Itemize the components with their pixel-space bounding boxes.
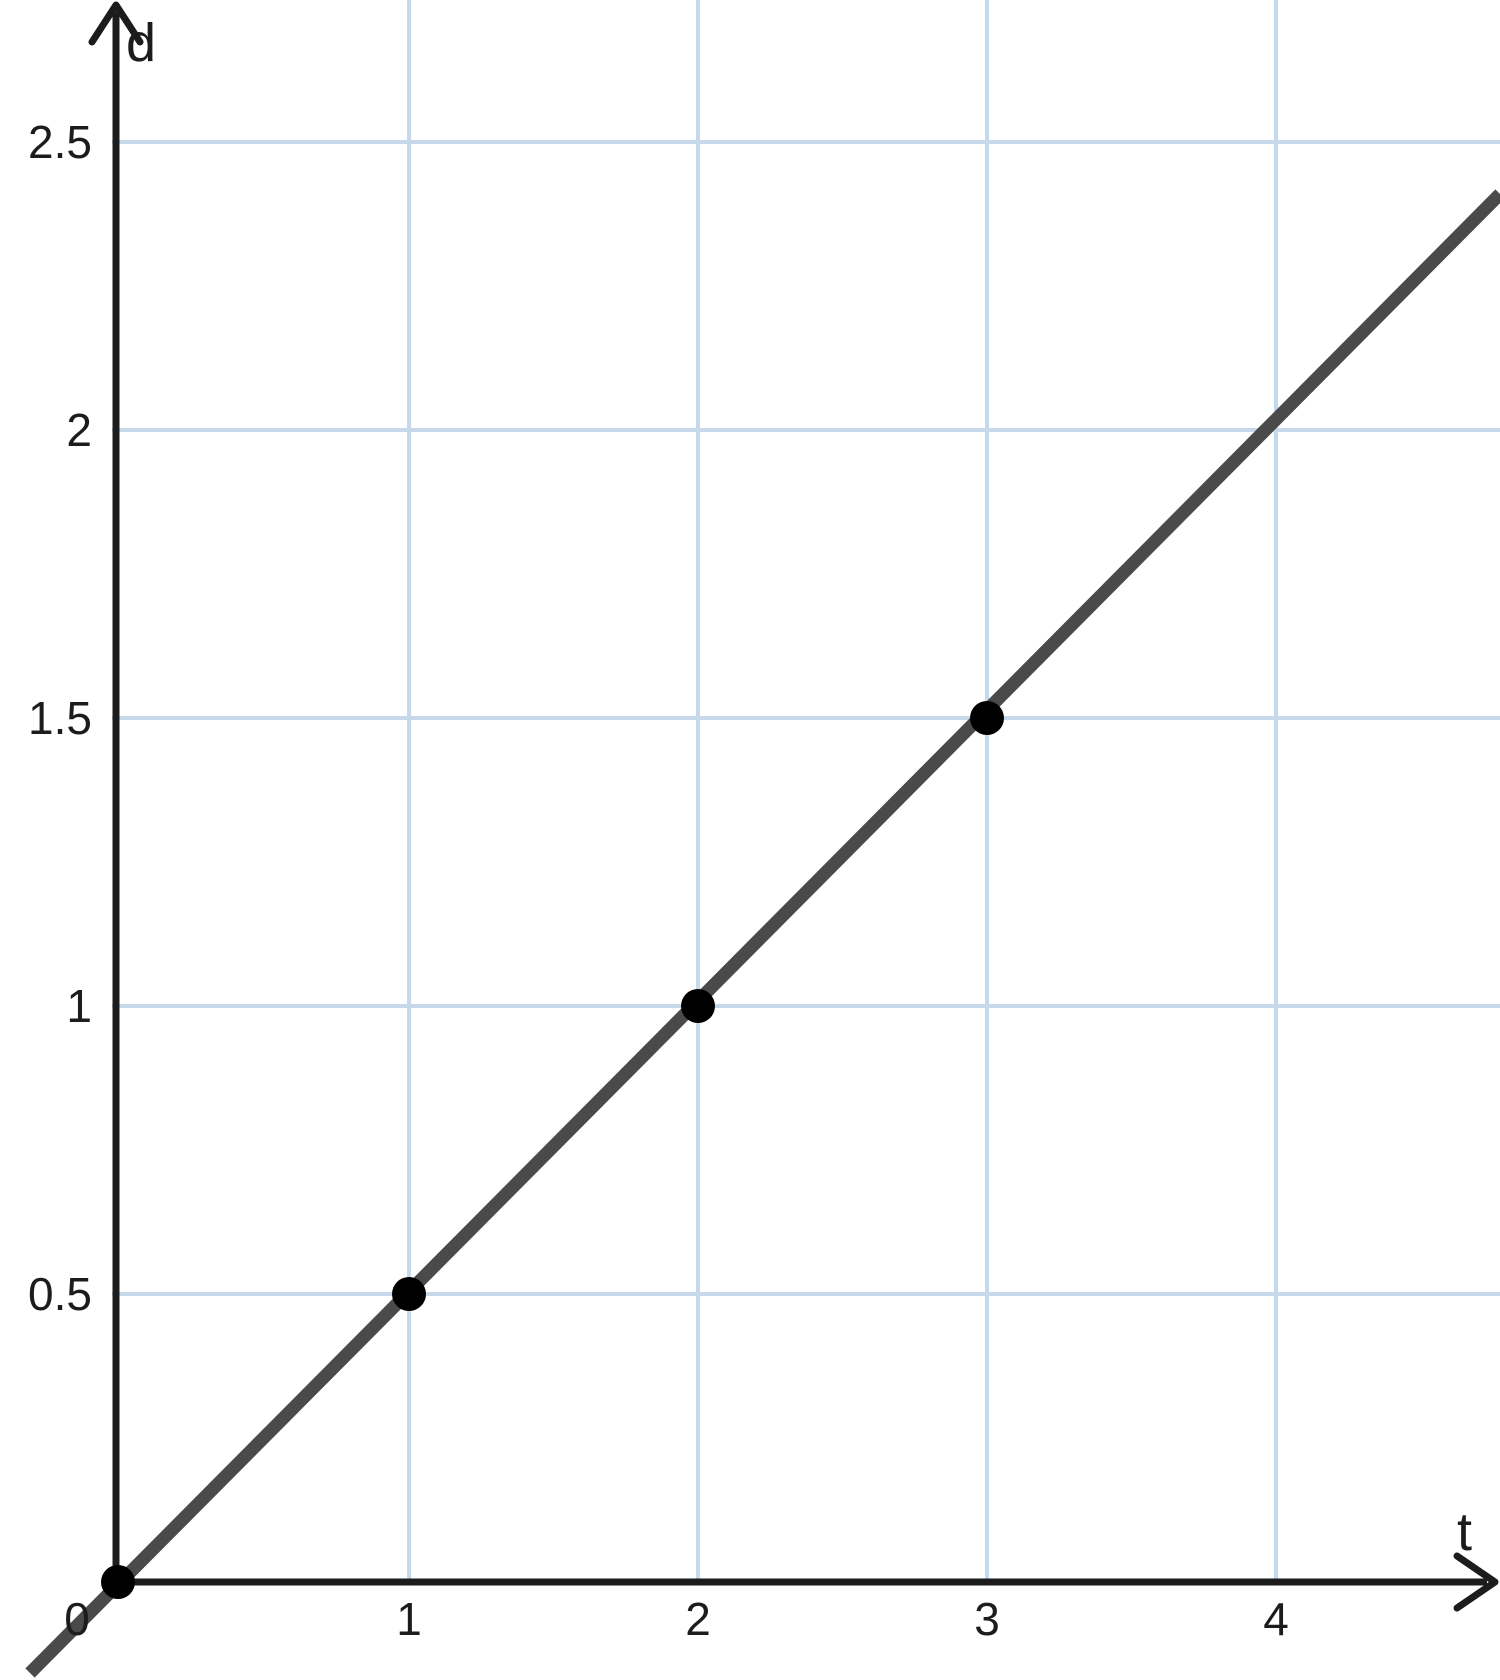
y-tick-label-1-5: 1.5 — [28, 692, 92, 744]
y-tick-label-2-5: 2.5 — [28, 116, 92, 168]
data-point-t1[interactable] — [392, 1277, 426, 1311]
y-axis-name: d — [126, 13, 157, 73]
x-axis-name: t — [1457, 1502, 1473, 1562]
x-tick-label-0: 0 — [64, 1593, 90, 1645]
horizontal-gridlines — [112, 140, 1500, 1296]
x-tick-label-2: 2 — [685, 1593, 711, 1645]
data-line — [25, 189, 1500, 1678]
x-tick-label-1: 1 — [396, 1593, 422, 1645]
y-tick-label-2: 2 — [66, 404, 92, 456]
x-axis — [112, 1552, 1499, 1612]
data-point-t3[interactable] — [970, 701, 1004, 735]
y-tick-label-1: 1 — [66, 980, 92, 1032]
x-axis-arrowhead — [1453, 1552, 1499, 1612]
data-points — [101, 701, 1004, 1599]
x-tick-label-4: 4 — [1263, 1593, 1289, 1645]
x-tick-label-3: 3 — [974, 1593, 1000, 1645]
y-tick-label-0-5: 0.5 — [28, 1268, 92, 1320]
y-axis-arrowhead — [88, 1, 144, 46]
data-point-t2[interactable] — [681, 989, 715, 1023]
vertical-gridlines — [407, 0, 1278, 1582]
data-point-t0[interactable] — [101, 1565, 135, 1599]
y-axis — [88, 1, 144, 1582]
